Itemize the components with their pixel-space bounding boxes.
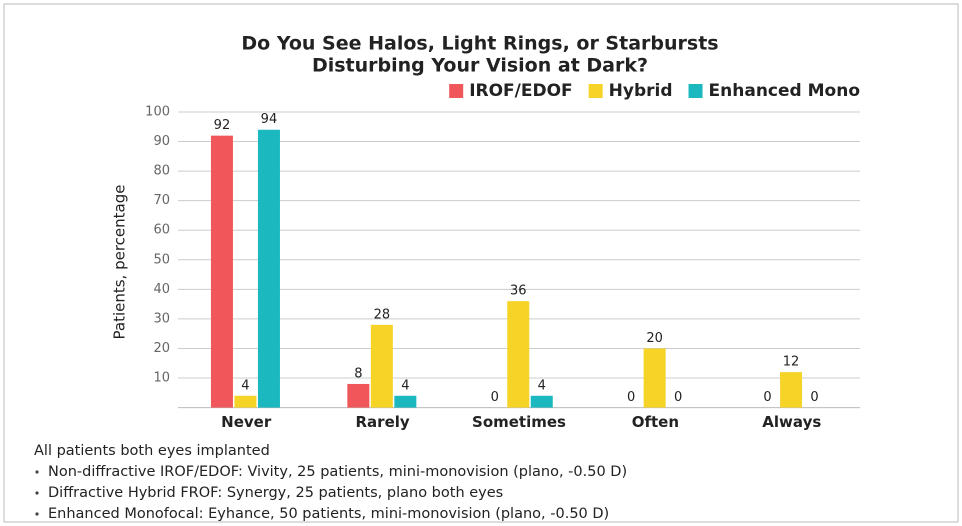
bar [234, 395, 257, 408]
y-tick-label: 70 [153, 193, 170, 208]
value-label: 4 [241, 378, 249, 393]
y-tick-label: 40 [153, 282, 170, 297]
value-label: 92 [214, 118, 231, 133]
value-label: 0 [491, 390, 499, 405]
x-tick-label: Rarely [356, 413, 410, 431]
legend-label: Hybrid [609, 81, 673, 101]
y-tick-label: 80 [153, 164, 170, 179]
value-label: 94 [261, 112, 278, 127]
bullet [35, 512, 39, 516]
y-tick-label: 30 [153, 311, 170, 326]
value-label: 0 [627, 390, 635, 405]
bar [370, 324, 393, 408]
value-label: 0 [763, 390, 771, 405]
value-label: 12 [783, 355, 800, 370]
value-label: 4 [401, 378, 409, 393]
y-tick-label: 10 [153, 371, 170, 386]
bar [643, 348, 666, 408]
bar [257, 129, 280, 408]
value-label: 4 [538, 378, 546, 393]
bullet [35, 491, 39, 495]
bullet [35, 470, 39, 474]
note-heading: All patients both eyes implanted [34, 443, 270, 459]
x-tick-label: Never [221, 413, 272, 431]
value-label: 36 [510, 284, 527, 299]
value-label: 0 [810, 390, 818, 405]
bar [780, 372, 803, 408]
legend-label: Enhanced Mono [709, 81, 860, 101]
y-tick-label: 60 [153, 223, 170, 238]
y-tick-label: 100 [145, 105, 170, 120]
x-tick-label: Often [632, 413, 679, 431]
note: Enhanced Monofocal: Eyhance, 50 patients… [48, 506, 609, 522]
x-tick-label: Sometimes [472, 413, 566, 431]
y-tick-label: 50 [153, 252, 170, 267]
y-tick-label: 20 [153, 341, 170, 356]
chart-title: Do You See Halos, Light Rings, or Starbu… [241, 33, 718, 55]
note: Non-diffractive IROF/EDOF: Vivity, 25 pa… [48, 464, 627, 480]
note: Diffractive Hybrid FROF: Synergy, 25 pat… [48, 485, 503, 501]
y-tick-label: 90 [153, 134, 170, 149]
frame [3, 3, 959, 523]
bar [210, 135, 233, 408]
y-axis-label: Patients, percentage [111, 185, 129, 340]
value-label: 20 [646, 331, 663, 346]
bar [394, 395, 417, 408]
chart-title: Disturbing Your Vision at Dark? [312, 55, 648, 77]
bar [530, 395, 553, 408]
legend-swatch [588, 84, 603, 98]
value-label: 0 [674, 390, 682, 405]
value-label: 8 [354, 366, 362, 381]
legend-swatch [449, 84, 464, 98]
bar [347, 383, 370, 408]
bar [507, 301, 530, 408]
value-label: 28 [374, 307, 391, 322]
legend-swatch [688, 84, 703, 98]
legend-label: IROF/EDOF [469, 81, 572, 101]
x-tick-label: Always [762, 413, 821, 431]
